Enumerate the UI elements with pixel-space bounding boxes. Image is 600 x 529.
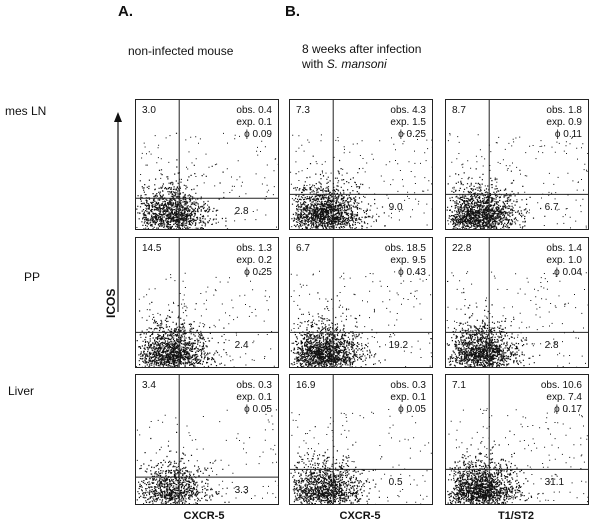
cell-dots: [447, 408, 588, 504]
x-axis-label-a: CXCR-5: [183, 510, 225, 522]
cell-dots: [136, 270, 275, 367]
expected-value: exp. 0.2: [236, 255, 272, 266]
quadrant-statistics: obs. 0.3 exp. 0.1 ϕ 0.05: [236, 380, 272, 416]
observed-value: obs. 1.8: [546, 105, 582, 116]
lower-right-percentage: 31.1: [544, 477, 565, 489]
dot-plot-scatter: [290, 238, 432, 367]
cell-dots: [136, 408, 278, 504]
observed-value: obs. 18.5: [384, 243, 426, 254]
quadrant-statistics: obs. 18.5 exp. 9.5 ϕ 0.43: [385, 243, 426, 279]
condition-infected: 8 weeks after infection with S. mansoni: [302, 42, 421, 72]
row-label-pp: PP: [24, 270, 41, 284]
cell-dots: [446, 271, 588, 367]
cell-dots: [136, 132, 278, 229]
cell-dots: [290, 270, 432, 367]
phi-coefficient: ϕ 0.05: [244, 404, 272, 415]
phi-coefficient: ϕ 0.25: [398, 129, 426, 140]
lower-right-percentage: 9.0: [388, 202, 403, 214]
condition-non-infected: non-infected mouse: [128, 44, 234, 58]
observed-value: obs. 0.3: [390, 380, 426, 391]
observed-value: obs. 1.4: [546, 243, 582, 254]
observed-value: obs. 4.3: [390, 105, 426, 116]
row-label-liver: Liver: [8, 384, 35, 398]
expected-value: exp. 7.4: [546, 392, 582, 403]
condition-infected-line2: with S. mansoni: [302, 57, 421, 72]
observed-value: obs. 0.4: [236, 105, 272, 116]
upper-left-percentage: 3.0: [142, 105, 156, 116]
phi-coefficient: ϕ 0.11: [554, 129, 582, 140]
dot-plot: 3.0 2.8 obs. 0.4 exp. 0.1 ϕ 0.09: [135, 99, 279, 230]
y-axis-arrow: [114, 112, 122, 312]
dot-plot: 14.5 2.4 obs. 1.3 exp. 0.2 ϕ 0.25: [135, 237, 279, 368]
expected-value: exp. 9.5: [390, 255, 426, 266]
quadrant-statistics: obs. 10.6 exp. 7.4 ϕ 0.17: [541, 380, 582, 416]
dot-plot: 8.7 6.7 obs. 1.8 exp. 0.9 ϕ 0.11: [445, 99, 589, 230]
cell-dots: [290, 409, 432, 504]
x-axis-label-b1: CXCR-5: [339, 510, 381, 522]
expected-value: exp. 1.0: [546, 255, 582, 266]
lower-right-percentage: 2.8: [234, 206, 249, 218]
upper-left-percentage: 8.7: [452, 105, 466, 116]
dot-plot: 3.4 3.3 obs. 0.3 exp. 0.1 ϕ 0.05: [135, 374, 279, 505]
dot-plot-scatter: [446, 100, 588, 229]
expected-value: exp. 0.9: [546, 117, 582, 128]
phi-coefficient: ϕ 0.04: [554, 267, 582, 278]
upper-left-percentage: 7.1: [452, 380, 466, 391]
quadrant-statistics: obs. 1.3 exp. 0.2 ϕ 0.25: [236, 243, 272, 279]
dot-plot-scatter: [290, 375, 432, 504]
expected-value: exp. 0.1: [236, 392, 272, 403]
quadrant-statistics: obs. 0.4 exp. 0.1 ϕ 0.09: [236, 105, 272, 141]
x-axis-label-b2: T1/ST2: [497, 510, 535, 522]
dot-plot: 22.8 2.8 obs. 1.4 exp. 1.0 ϕ 0.04: [445, 237, 589, 368]
dot-plot-scatter: [446, 238, 588, 367]
expected-value: exp. 0.1: [236, 117, 272, 128]
lower-right-percentage: 0.5: [388, 477, 403, 489]
phi-coefficient: ϕ 0.09: [244, 129, 272, 140]
dot-plot-scatter: [136, 375, 278, 504]
panel-label-a: A.: [118, 3, 133, 20]
dot-plot: 6.7 19.2 obs. 18.5 exp. 9.5 ϕ 0.43: [289, 237, 433, 368]
upper-left-percentage: 6.7: [296, 243, 310, 254]
upper-left-percentage: 14.5: [142, 243, 162, 254]
row-label-mes-ln: mes LN: [5, 104, 47, 118]
lower-right-percentage: 2.4: [234, 340, 249, 352]
observed-value: obs. 0.3: [236, 380, 272, 391]
species-name: S. mansoni: [326, 57, 387, 71]
cell-dots: [290, 133, 432, 229]
dot-plot: 7.1 31.1 obs. 10.6 exp. 7.4 ϕ 0.17: [445, 374, 589, 505]
upper-left-percentage: 3.4: [142, 380, 156, 391]
expected-value: exp. 0.1: [390, 392, 426, 403]
upper-left-percentage: 7.3: [296, 105, 310, 116]
dot-plot-scatter: [290, 100, 432, 229]
phi-coefficient: ϕ 0.25: [244, 267, 272, 278]
upper-left-percentage: 16.9: [296, 380, 316, 391]
phi-coefficient: ϕ 0.43: [398, 267, 426, 278]
condition-infected-line1: 8 weeks after infection: [302, 42, 422, 56]
phi-coefficient: ϕ 0.05: [398, 404, 426, 415]
expected-value: exp. 1.5: [390, 117, 426, 128]
lower-right-percentage: 3.3: [234, 485, 249, 497]
observed-value: obs. 10.6: [540, 380, 582, 391]
quadrant-statistics: obs. 0.3 exp. 0.1 ϕ 0.05: [390, 380, 426, 416]
phi-coefficient: ϕ 0.17: [554, 404, 582, 415]
quadrant-statistics: obs. 1.4 exp. 1.0 ϕ 0.04: [546, 243, 582, 279]
lower-right-percentage: 6.7: [544, 202, 559, 214]
quadrant-statistics: obs. 4.3 exp. 1.5 ϕ 0.25: [390, 105, 426, 141]
dot-plot-scatter: [136, 238, 278, 367]
lower-right-percentage: 2.8: [544, 340, 559, 352]
dot-plot: 7.3 9.0 obs. 4.3 exp. 1.5 ϕ 0.25: [289, 99, 433, 230]
cell-dots: [446, 133, 588, 229]
condition-infected-prefix: with: [302, 57, 327, 71]
observed-value: obs. 1.3: [236, 243, 272, 254]
y-axis-label: ICOS: [104, 288, 118, 318]
dot-plot-scatter: [136, 100, 278, 229]
dot-plot-scatter: [446, 375, 588, 504]
panel-label-b: B.: [285, 3, 300, 20]
upper-left-percentage: 22.8: [452, 243, 472, 254]
dot-plot: 16.9 0.5 obs. 0.3 exp. 0.1 ϕ 0.05: [289, 374, 433, 505]
lower-right-percentage: 19.2: [388, 340, 409, 352]
quadrant-statistics: obs. 1.8 exp. 0.9 ϕ 0.11: [546, 105, 582, 141]
